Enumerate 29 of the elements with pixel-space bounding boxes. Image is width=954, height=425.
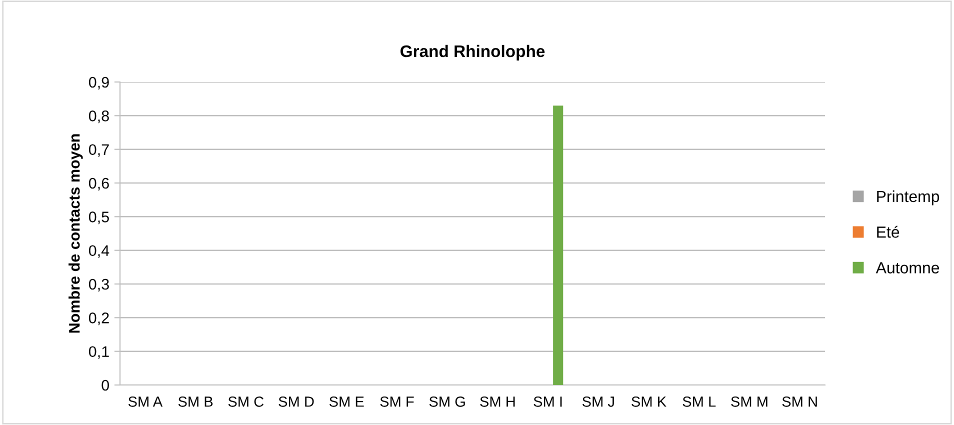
y-tick-label: 0,5 [88,212,109,224]
x-tick-label: SM N [782,396,817,407]
y-tick-label: 0,2 [88,312,109,326]
x-tick-label: SM K [632,396,666,407]
legend-label: Printemp [877,190,940,206]
x-tick-label: SM E [329,396,364,407]
y-tick-label: 0,9 [88,76,109,90]
y-tick-label: 0,4 [88,245,110,258]
x-tick-label: SM H [480,396,515,407]
y-tick-label: 0 [102,380,109,391]
x-tick-label: SM J [582,396,614,407]
legend-label: Eté [877,226,900,238]
y-tick-label: 0,8 [88,110,109,124]
x-tick-label: SM F [380,396,414,407]
x-tick-label: SM I [534,396,562,407]
x-tick-label: SM A [128,396,163,407]
y-tick-label: 0,1 [88,346,109,359]
x-tick-label: SM B [178,396,213,407]
chart-title: Grand Rhinolophe [400,44,545,60]
x-tick-label: SM G [429,396,465,407]
x-tick-label: SM L [682,396,716,407]
y-tick-label: 0,3 [88,278,109,292]
legend-label: Automne [876,262,940,274]
y-tick-label: 0,6 [88,178,109,190]
y-axis-title: Nombre de contacts moyen [68,134,83,333]
x-tick-label: SM D [278,396,314,407]
x-tick-label: SM C [228,396,264,407]
y-tick-label: 0,7 [88,144,109,157]
x-tick-label: SM M [731,396,768,407]
